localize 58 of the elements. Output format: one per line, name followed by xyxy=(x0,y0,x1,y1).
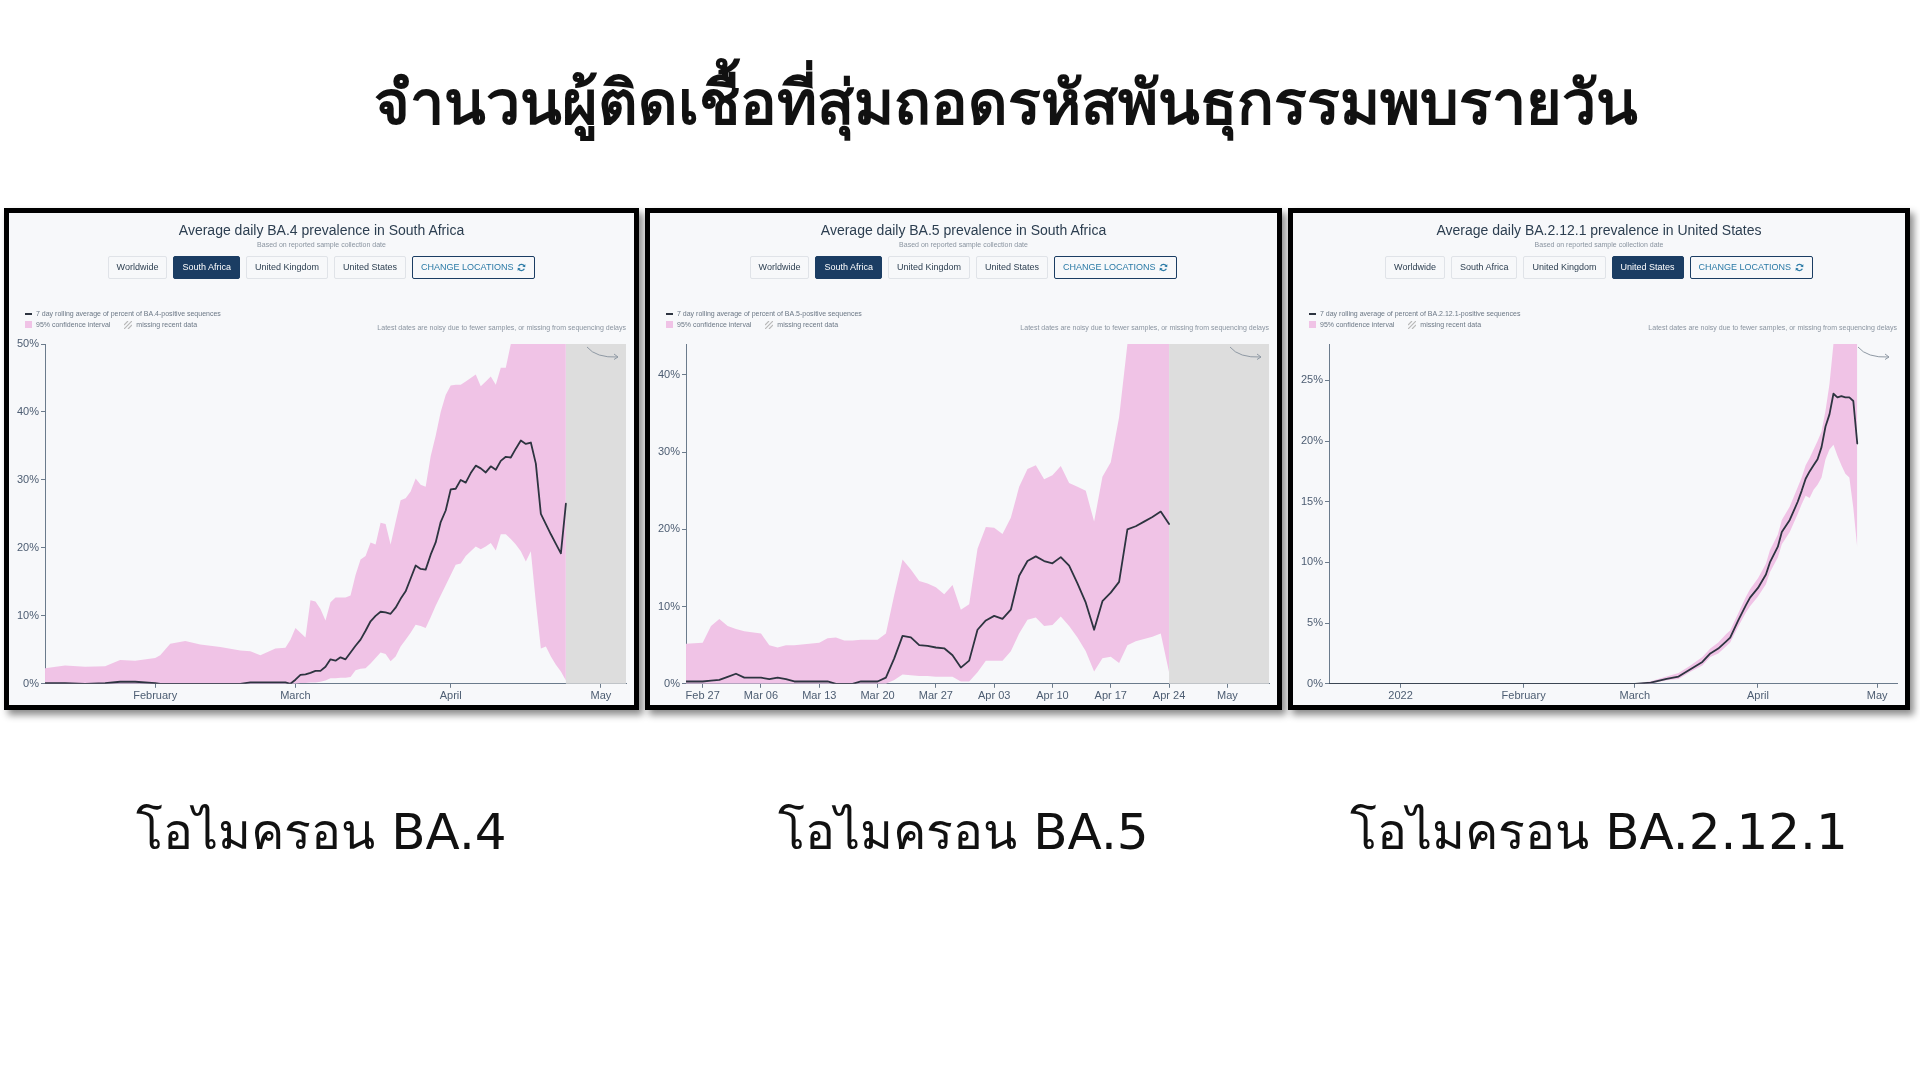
x-tick-label: Mar 06 xyxy=(743,689,779,702)
y-tick-label: 25% xyxy=(1300,373,1324,386)
text: โอไมครอน BA.2.12.1 xyxy=(1349,802,1849,863)
location-button: Worldwide xyxy=(107,256,168,279)
y-tick-label: 10% xyxy=(657,599,681,612)
location-button: United States xyxy=(976,256,1049,279)
y-tick-label: 15% xyxy=(1300,494,1324,507)
y-tick-label: 10% xyxy=(16,608,40,621)
location-button: South Africa xyxy=(1450,256,1518,279)
x-tick-label: April xyxy=(1746,689,1769,702)
x-tick-label: February xyxy=(133,689,178,702)
chart-title: Average daily BA.5 prevalence in South Africa xyxy=(819,222,1108,238)
x-tick-label: April xyxy=(439,689,462,702)
x-tick-label: 2022 xyxy=(1388,689,1413,702)
y-tick-label: 0% xyxy=(664,676,681,689)
text: โอไมครอน BA.5 xyxy=(777,802,1150,863)
location-button: South Africa xyxy=(815,256,882,279)
x-tick-label: Mar 13 xyxy=(802,689,837,702)
x-tick-label: Mar 27 xyxy=(918,689,953,702)
location-button: United States xyxy=(334,256,407,279)
location-button: Worldwide xyxy=(749,256,810,279)
y-tick-label: 30% xyxy=(16,472,40,485)
change-locations-button: CHANGE LOCATIONS xyxy=(1054,256,1178,279)
x-tick-label: Mar 20 xyxy=(860,689,895,702)
y-tick-label: 40% xyxy=(16,404,40,417)
x-tick-label: Apr 24 xyxy=(1152,689,1186,702)
x-tick-label: March xyxy=(280,689,311,702)
location-button: United Kingdom xyxy=(1523,256,1606,279)
text: จำนวนผู้ติดเชื้อที่สุ่มถอดรหัสพันธุกรรมพบรายวัน xyxy=(373,57,1639,143)
x-tick-label: May xyxy=(1866,689,1889,702)
x-tick-label: Feb 27 xyxy=(685,689,720,702)
change-locations-button: CHANGE LOCATIONS xyxy=(1689,256,1813,279)
y-tick-label: 30% xyxy=(657,445,681,458)
y-tick-label: 20% xyxy=(16,540,40,553)
chart-title: Average daily BA.4 prevalence in South Africa xyxy=(177,222,466,238)
x-tick-label: Apr 10 xyxy=(1036,689,1069,702)
y-tick-label: 20% xyxy=(1300,434,1324,447)
y-tick-label: 50% xyxy=(16,337,40,350)
text: โอไมครอน BA.4 xyxy=(135,802,508,863)
y-tick-label: 0% xyxy=(23,676,40,689)
x-tick-label: February xyxy=(1501,689,1547,702)
chart-title: Average daily BA.2.12.1 prevalence in United States xyxy=(1435,222,1763,238)
location-button: United States xyxy=(1611,256,1684,279)
location-button: South Africa xyxy=(173,256,240,279)
x-tick-label: Apr 17 xyxy=(1094,689,1127,702)
y-tick-label: 40% xyxy=(657,367,681,380)
change-locations-button: CHANGE LOCATIONS xyxy=(412,256,536,279)
x-tick-label: March xyxy=(1619,689,1651,702)
y-tick-label: 20% xyxy=(657,522,681,535)
location-button: United Kingdom xyxy=(887,256,970,279)
y-tick-label: 10% xyxy=(1300,555,1324,568)
y-tick-label: 5% xyxy=(1307,616,1324,629)
y-tick-label: 0% xyxy=(1307,676,1324,689)
x-tick-label: Apr 03 xyxy=(977,689,1011,702)
location-button: United Kingdom xyxy=(245,256,328,279)
x-tick-label: May xyxy=(1216,689,1239,702)
x-tick-label: May xyxy=(590,689,612,702)
location-button: Worldwide xyxy=(1385,256,1445,279)
